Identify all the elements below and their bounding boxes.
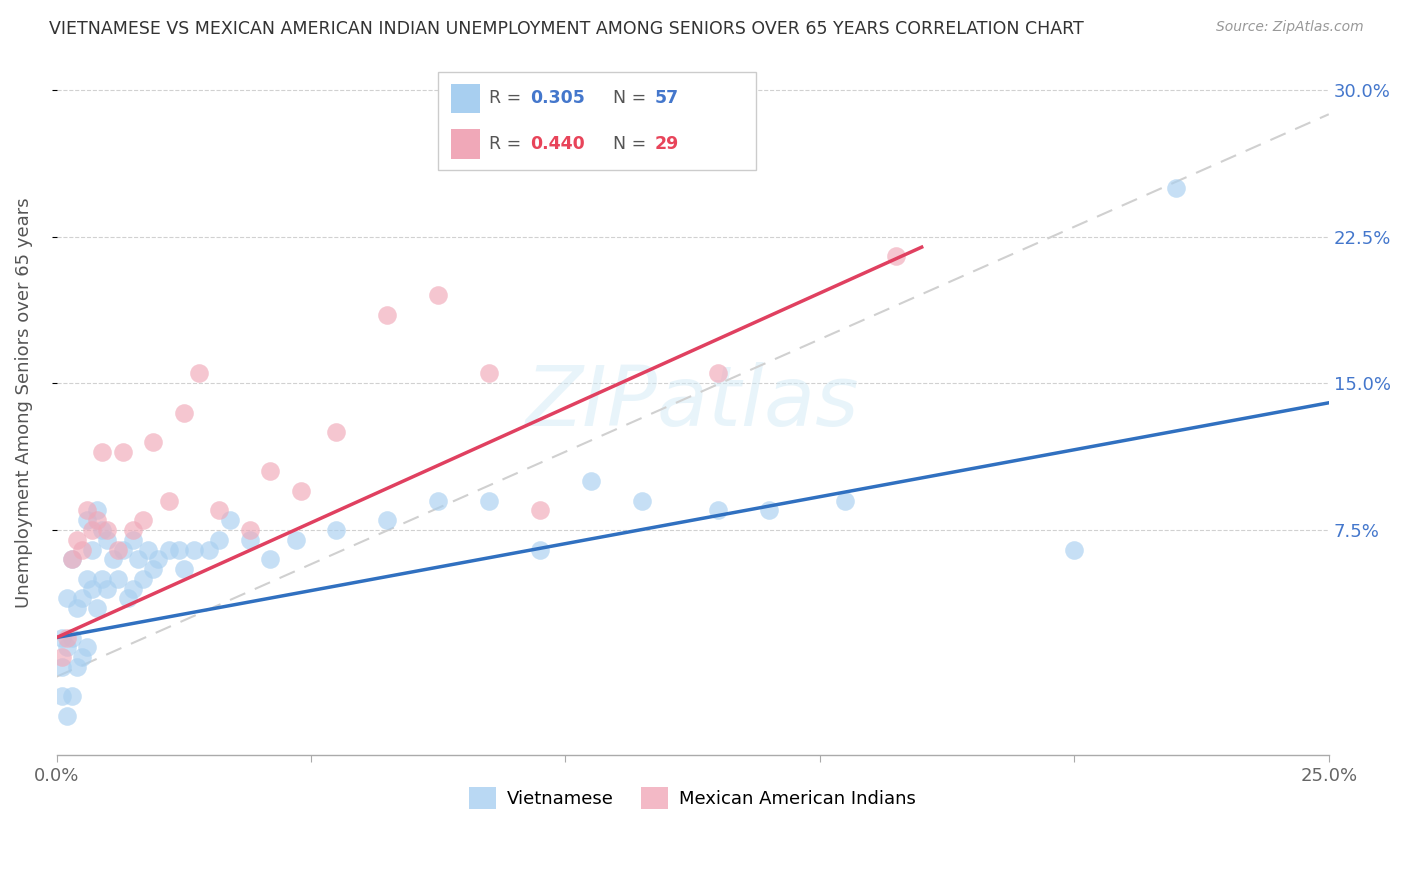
Point — [239, 533, 262, 547]
Point — [325, 425, 347, 439]
Point — [122, 582, 145, 596]
Point — [86, 513, 108, 527]
Text: ZIPatlas: ZIPatlas — [526, 362, 859, 443]
Point — [529, 542, 551, 557]
Point — [56, 708, 79, 723]
Point — [132, 513, 155, 527]
Point — [1063, 542, 1085, 557]
Point — [70, 591, 93, 606]
Point — [122, 533, 145, 547]
Point — [60, 690, 83, 704]
Point — [377, 513, 399, 527]
Point — [208, 503, 231, 517]
Point — [259, 552, 281, 566]
Point — [107, 572, 129, 586]
Point — [56, 631, 79, 645]
Point — [60, 552, 83, 566]
Point — [173, 562, 195, 576]
Point — [884, 249, 907, 263]
Legend: Vietnamese, Mexican American Indians: Vietnamese, Mexican American Indians — [463, 780, 924, 816]
Point — [183, 542, 205, 557]
Point — [529, 503, 551, 517]
Point — [377, 308, 399, 322]
Point — [66, 601, 89, 615]
Point — [136, 542, 159, 557]
Y-axis label: Unemployment Among Seniors over 65 years: Unemployment Among Seniors over 65 years — [15, 197, 32, 608]
Point — [76, 572, 98, 586]
Point — [111, 542, 134, 557]
Point — [290, 483, 312, 498]
Point — [173, 406, 195, 420]
Point — [218, 513, 240, 527]
Point — [579, 474, 602, 488]
Point — [478, 493, 501, 508]
Point — [239, 523, 262, 537]
Point — [96, 582, 118, 596]
Point — [111, 444, 134, 458]
Point — [60, 552, 83, 566]
Point — [107, 542, 129, 557]
Point — [70, 542, 93, 557]
Point — [91, 523, 114, 537]
Point — [82, 523, 104, 537]
Point — [51, 650, 73, 665]
Point — [66, 660, 89, 674]
Point — [82, 582, 104, 596]
Point — [117, 591, 139, 606]
Point — [325, 523, 347, 537]
Point — [66, 533, 89, 547]
Point — [834, 493, 856, 508]
Point — [758, 503, 780, 517]
Point — [51, 690, 73, 704]
Point — [198, 542, 221, 557]
Point — [56, 591, 79, 606]
Point — [91, 572, 114, 586]
Point — [76, 640, 98, 655]
Point — [188, 367, 211, 381]
Point — [86, 503, 108, 517]
Point — [51, 631, 73, 645]
Point — [427, 493, 450, 508]
Point — [148, 552, 170, 566]
Point — [60, 631, 83, 645]
Point — [142, 562, 165, 576]
Point — [127, 552, 149, 566]
Point — [76, 513, 98, 527]
Point — [167, 542, 190, 557]
Point — [122, 523, 145, 537]
Point — [86, 601, 108, 615]
Point — [76, 503, 98, 517]
Point — [707, 367, 730, 381]
Point — [51, 660, 73, 674]
Point — [259, 464, 281, 478]
Point — [96, 523, 118, 537]
Text: VIETNAMESE VS MEXICAN AMERICAN INDIAN UNEMPLOYMENT AMONG SENIORS OVER 65 YEARS C: VIETNAMESE VS MEXICAN AMERICAN INDIAN UN… — [49, 20, 1084, 37]
Point — [157, 493, 180, 508]
Point — [70, 650, 93, 665]
Point — [142, 434, 165, 449]
Text: Source: ZipAtlas.com: Source: ZipAtlas.com — [1216, 20, 1364, 34]
Point — [82, 542, 104, 557]
Point — [101, 552, 124, 566]
Point — [630, 493, 652, 508]
Point — [208, 533, 231, 547]
Point — [96, 533, 118, 547]
Point — [91, 444, 114, 458]
Point — [707, 503, 730, 517]
Point — [56, 640, 79, 655]
Point — [478, 367, 501, 381]
Point — [157, 542, 180, 557]
Point — [132, 572, 155, 586]
Point — [427, 288, 450, 302]
Point — [1164, 180, 1187, 194]
Point — [284, 533, 307, 547]
